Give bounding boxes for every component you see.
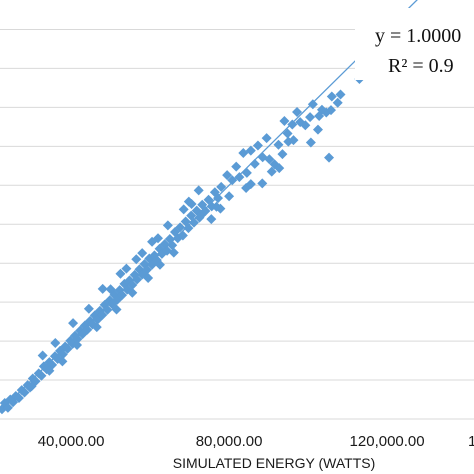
data-point-149 bbox=[266, 166, 277, 177]
data-point-113 bbox=[193, 185, 204, 196]
data-point-108 bbox=[105, 284, 116, 295]
data-point-116 bbox=[222, 170, 233, 181]
data-point-104 bbox=[143, 272, 154, 283]
data-point-98 bbox=[26, 381, 37, 392]
data-point-118 bbox=[231, 161, 242, 172]
data-point-122 bbox=[245, 145, 256, 156]
data-point-14 bbox=[36, 370, 47, 381]
data-point-93 bbox=[83, 303, 94, 314]
data-point-146 bbox=[282, 128, 293, 139]
data-point-133 bbox=[287, 119, 298, 130]
data-point-24 bbox=[62, 343, 73, 354]
data-point-69 bbox=[175, 222, 186, 233]
data-point-110 bbox=[137, 248, 148, 259]
data-point-83 bbox=[216, 181, 227, 192]
data-point-95 bbox=[115, 268, 126, 279]
r-squared-value: R² = 0.9 bbox=[388, 55, 454, 77]
data-point-111 bbox=[153, 233, 163, 244]
trendline-equation: y = 1.0000 bbox=[375, 25, 461, 47]
data-point-121 bbox=[241, 167, 252, 178]
data-point-117 bbox=[227, 175, 238, 186]
data-point-109 bbox=[121, 263, 132, 274]
x-tick-label-0: 40,000.00 bbox=[38, 433, 105, 450]
data-point-127 bbox=[264, 154, 275, 165]
data-point-28 bbox=[72, 334, 83, 345]
data-point-123 bbox=[249, 158, 260, 169]
data-point-8 bbox=[19, 387, 30, 398]
data-point-119 bbox=[234, 172, 245, 183]
x-tick-label-partial: 1 bbox=[468, 433, 474, 450]
data-point-92 bbox=[68, 318, 79, 329]
data-point-91 bbox=[50, 338, 61, 349]
data-point-112 bbox=[162, 220, 173, 231]
equation-annotation: y = 1.0000 R² = 0.9 bbox=[355, 8, 474, 80]
data-point-105 bbox=[154, 259, 165, 270]
x-tick-labels: 40,000.00 80,000.00 120,000.00 1 bbox=[38, 433, 474, 450]
data-point-129 bbox=[273, 139, 284, 150]
data-point-96 bbox=[131, 254, 142, 265]
data-point-6 bbox=[13, 392, 24, 403]
data-point-87 bbox=[206, 214, 217, 225]
data-point-50 bbox=[127, 280, 138, 291]
data-point-144 bbox=[326, 105, 337, 116]
data-point-1 bbox=[0, 398, 10, 409]
data-point-120 bbox=[238, 147, 249, 158]
data-point-0 bbox=[0, 404, 7, 415]
data-point-86 bbox=[196, 209, 207, 220]
x-tick-label-1: 80,000.00 bbox=[196, 433, 263, 450]
data-point-134 bbox=[292, 107, 303, 118]
data-point-114 bbox=[183, 196, 194, 207]
data-point-103 bbox=[127, 287, 138, 298]
data-point-100 bbox=[72, 339, 83, 350]
data-point-142 bbox=[326, 91, 337, 102]
data-point-137 bbox=[305, 112, 316, 123]
data-point-147 bbox=[288, 135, 299, 146]
data-point-38 bbox=[97, 309, 108, 320]
data-point-2 bbox=[2, 402, 13, 413]
data-point-102 bbox=[111, 304, 122, 315]
data-point-132 bbox=[279, 116, 290, 127]
x-tick-label-2: 120,000.00 bbox=[350, 433, 425, 450]
data-point-74 bbox=[188, 217, 199, 228]
data-point-151 bbox=[245, 179, 256, 190]
data-point-115 bbox=[211, 201, 222, 212]
data-points bbox=[0, 54, 424, 415]
data-point-152 bbox=[274, 163, 285, 174]
data-point-84 bbox=[178, 204, 189, 215]
data-point-94 bbox=[97, 283, 108, 294]
data-point-139 bbox=[312, 124, 323, 135]
data-point-130 bbox=[277, 149, 288, 160]
data-point-106 bbox=[168, 247, 179, 258]
x-axis-title: SIMULATED ENERGY (WATTS) bbox=[173, 455, 376, 471]
data-point-145 bbox=[314, 110, 325, 121]
data-point-124 bbox=[252, 140, 263, 151]
data-point-136 bbox=[300, 120, 311, 131]
data-point-126 bbox=[261, 133, 272, 144]
data-point-89 bbox=[224, 191, 235, 202]
data-point-56 bbox=[141, 264, 152, 275]
data-point-138 bbox=[307, 99, 318, 110]
data-point-72 bbox=[183, 223, 194, 234]
data-point-154 bbox=[305, 137, 316, 148]
data-point-70 bbox=[177, 230, 188, 241]
data-point-143 bbox=[332, 97, 343, 108]
data-point-101 bbox=[91, 322, 102, 333]
data-point-46 bbox=[117, 290, 128, 301]
gridlines bbox=[0, 28, 474, 420]
data-point-90 bbox=[37, 350, 48, 361]
data-point-107 bbox=[57, 356, 68, 367]
data-point-32 bbox=[82, 324, 93, 335]
data-point-99 bbox=[44, 365, 55, 376]
data-point-155 bbox=[324, 152, 335, 163]
data-point-52 bbox=[132, 274, 143, 285]
data-point-148 bbox=[335, 89, 346, 100]
data-point-66 bbox=[167, 240, 178, 251]
data-point-153 bbox=[257, 178, 268, 189]
data-point-40 bbox=[102, 304, 113, 315]
data-point-82 bbox=[213, 193, 224, 204]
data-point-22 bbox=[57, 349, 68, 360]
